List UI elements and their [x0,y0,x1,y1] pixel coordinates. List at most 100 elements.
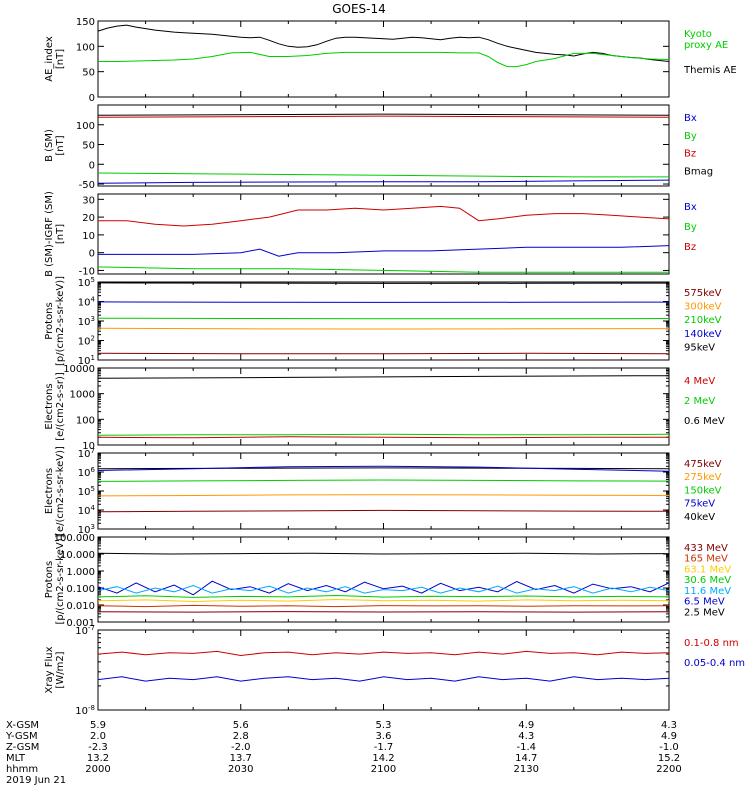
series-line [97,115,670,118]
series-line [98,51,670,68]
legend-entry: 165 MeV [684,554,728,565]
y-tick-label: 10-7 [75,624,95,637]
y-tick-label: 1.000 [66,567,95,578]
legend-entry: Bx [684,202,697,213]
legend-entry: 30.6 MeV [684,575,731,586]
y-tick-label: 104 [78,504,96,517]
y-tick-label: 102 [78,335,95,348]
series-line [97,552,670,555]
y-tick-label: 105 [78,485,95,498]
panel-2: -50 0 50 100 B (SM)[nT] Bx By Bz Bmag [44,104,713,191]
footer-value: 4.3 [518,731,534,742]
series-line [97,676,670,682]
y-tick-label: 104 [78,296,96,309]
y-tick-label: 0.001 [66,618,95,629]
y-tick-label: -50 [79,180,95,191]
legend-entry: Themis AE [683,65,737,76]
y-tick-label: 103 [78,315,95,328]
series-line [97,282,670,284]
series-line [97,266,669,273]
panel-frame [97,281,670,361]
y-tick-label: 0 [89,93,95,104]
footer-value: -1.4 [516,742,536,753]
footer-value: 5.9 [90,720,106,731]
series-line [97,604,670,608]
y-tick-label: 105 [78,276,95,289]
footer-row-label: Z-GSM [6,742,39,753]
y-tick-label: 106 [78,466,96,479]
legend-entry: Bmag [684,166,713,177]
series-line [97,509,670,513]
series-line [97,580,670,596]
y-tick-label: 107 [78,447,95,460]
legend-entry: 2 MeV [684,396,715,407]
legend-entry: 140keV [684,329,722,340]
y-axis-label: Protons[p/(cm2-s-sr-keV)] [44,276,66,366]
series-line [97,611,670,613]
footer-value: 13.7 [230,753,252,764]
footer-row-label: MLT [6,753,26,764]
footer-value: 2100 [371,764,396,775]
series-line [98,205,670,227]
panel-frame [97,367,670,446]
panel-3: -10 0 10 20 30 B (SM)-IGRF (SM)[nT] Bx By Bz [44,191,697,277]
legend-entry: Bz [684,242,696,253]
legend-entry: 475keV [684,459,722,470]
series-line [97,327,670,330]
footer-value: 2000 [85,764,110,775]
footer-value: -1.0 [659,742,679,753]
legend-entry: 63.1 MeV [684,564,731,575]
legend-entry: Bx [684,113,697,124]
y-axis-label: Protons[p/(cm2-s-sr-keV)] [44,534,66,624]
panel-8: 10-8 10-7 Xray Flux[W/m2] 0.1-0.8 nm 0.05-0.… [44,624,745,717]
series-line [97,179,670,184]
legend-entry: Kyoto proxy AE [684,29,728,51]
legend-entry: 575keV [684,288,722,299]
legend-entry: 11.6 MeV [684,586,731,597]
footer-value: 15.2 [658,753,680,764]
footer-row-label: 2019 Jun 21 [6,775,66,786]
legend-entry: 433 MeV [684,543,728,554]
y-tick-label: 20 [82,213,95,224]
y-tick-label: 100.000 [54,533,95,544]
footer-value: 4.3 [661,720,677,731]
series-line [97,594,670,598]
legend-entry: 4 MeV [684,376,715,387]
footer-value: 4.9 [661,731,677,742]
legend-entry: 210keV [684,315,722,326]
footer-value: -2.0 [231,742,251,753]
footer-value: 2.8 [233,731,249,742]
y-tick-label: 10 [82,231,95,242]
series-line [97,584,670,594]
series-line [97,598,670,603]
legend-entry: 0.1-0.8 nm [684,638,739,649]
footer-value: -1.7 [374,742,394,753]
panel-frame [97,452,670,530]
figure-title: GOES-14 [332,2,386,16]
series-line [97,301,670,303]
y-axis-label: Electrons[e/(cm2-s-sr-keV)] [44,446,66,536]
series-line [97,172,669,178]
footer-value: 5.3 [376,720,392,731]
footer-row-label: hhmm [6,764,38,775]
y-axis-label: Electrons[e/(cm2-s-sr)] [44,372,66,441]
legend-entry: 6.5 MeV [684,597,725,608]
panel-frame [97,629,670,711]
y-tick-label: 0 [89,160,95,171]
y-tick-label: -10 [79,266,95,277]
footer-value: 2130 [514,764,539,775]
legend-entry: 95keV [684,342,715,353]
y-tick-label: 10 [82,441,95,452]
footer-value: 2.0 [90,731,106,742]
series-line [97,494,670,497]
footer-value: -2.3 [88,742,108,753]
y-axis-label: B (SM)[nT] [44,129,66,162]
footer-value: 14.7 [515,753,537,764]
y-tick-label: 10-8 [75,704,95,717]
legend-entry: 75keV [684,499,715,510]
series-line [98,245,670,257]
legend-entry: By [684,131,697,142]
series-line [97,317,670,320]
